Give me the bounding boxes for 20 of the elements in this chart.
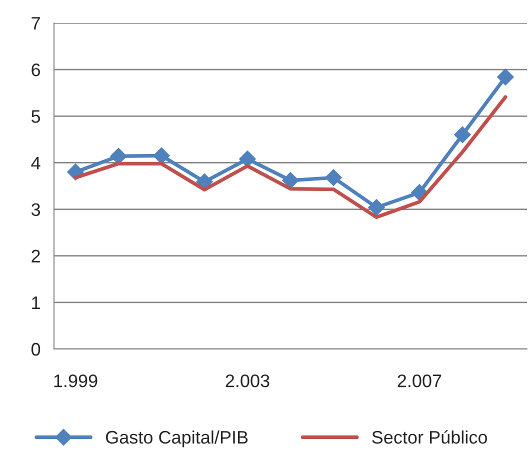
x-tick-label: 2.007 (398, 374, 442, 388)
y-tick-label: 1 (32, 296, 40, 309)
y-tick-label: 7 (32, 17, 40, 30)
y-tick-label: 4 (31, 156, 40, 170)
y-tick-label: 3 (31, 203, 40, 216)
x-tick-label: 2.003 (226, 374, 270, 388)
x-tick-label: 1.999 (54, 374, 98, 388)
y-tick-label: 5 (31, 110, 40, 123)
point (239, 150, 256, 168)
y-tick-label: 2 (32, 250, 40, 262)
point (153, 147, 170, 164)
y-tick-label: 0 (31, 342, 40, 356)
legend-label: Gasto Capital/PIB (106, 430, 248, 448)
y-tick-label: 6 (32, 64, 40, 76)
point (368, 199, 385, 216)
legend-label: Sector Público (372, 430, 487, 444)
point (497, 68, 514, 86)
point (325, 169, 342, 186)
point (282, 172, 299, 189)
point (454, 126, 471, 144)
